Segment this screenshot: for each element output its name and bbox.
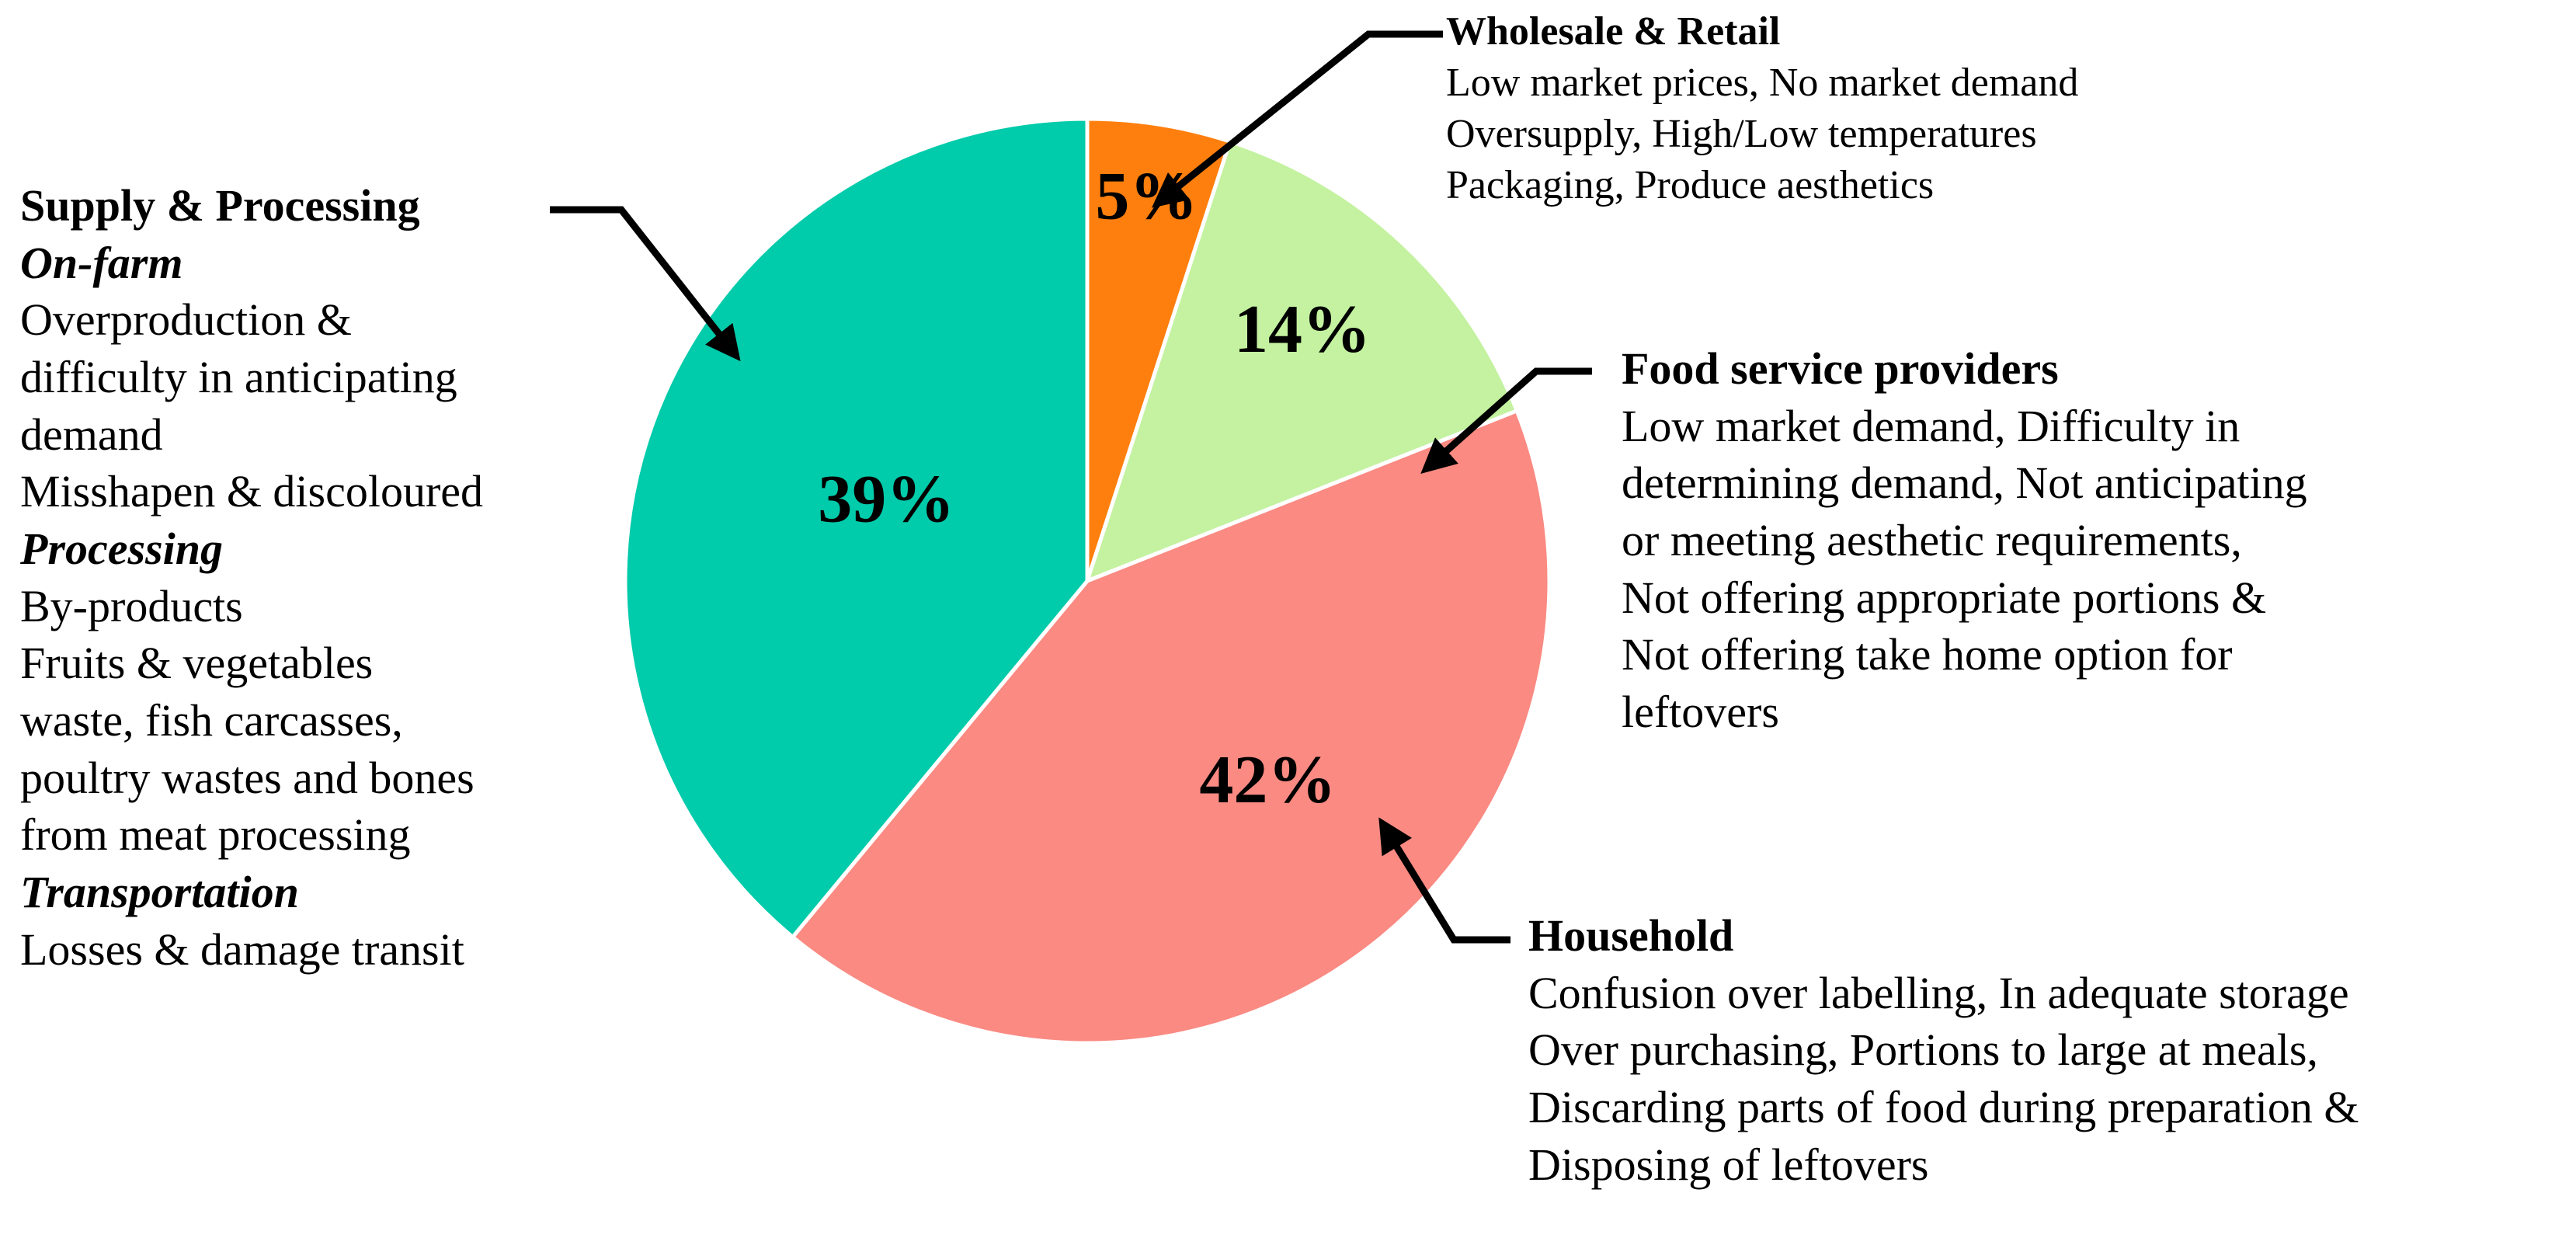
pie-slice-supply-processing: [623, 117, 1090, 940]
slice-value-label: 14%: [1234, 292, 1371, 367]
foodservice-line: Low market demand, Difficulty in: [1622, 400, 2241, 451]
food-service-annotation: Food service providers Low market demand…: [1622, 340, 2307, 741]
wholesale-line: Packaging, Produce aesthetics: [1446, 163, 1935, 208]
supply-subheading-transportation: Transportation: [20, 866, 299, 917]
wholesale-line: Oversupply, High/Low temperatures: [1446, 112, 2037, 157]
supply-line: waste, fish carcasses,: [20, 694, 403, 746]
supply-subheading-processing: Processing: [20, 523, 223, 574]
household-line: Confusion over labelling, In adequate st…: [1528, 967, 2349, 1018]
slice-value-label: 42%: [1199, 743, 1336, 818]
supply-line: By-products: [20, 580, 243, 631]
foodservice-line: leftovers: [1622, 686, 1779, 737]
arrow-supply: [550, 206, 741, 362]
supply-line: Fruits & vegetables: [20, 638, 374, 689]
household-heading: Household: [1528, 910, 1734, 961]
foodservice-line: Not offering take home option for: [1622, 629, 2233, 680]
slice-value-label: 5%: [1095, 158, 1198, 234]
household-line: Over purchasing, Portions to large at me…: [1528, 1024, 2318, 1076]
supply-line: poultry wastes and bones: [20, 752, 475, 803]
foodservice-line: Not offering appropriate portions &: [1622, 572, 2267, 623]
supply-line: from meat processing: [20, 809, 411, 861]
arrow-household: [1378, 817, 1510, 944]
household-line: Discarding parts of food during preparat…: [1528, 1081, 2359, 1132]
foodservice-line: determining demand, Not anticipating: [1622, 457, 2307, 509]
household-line: Disposing of leftovers: [1528, 1139, 1929, 1190]
supply-line: Misshapen & discoloured: [20, 466, 484, 517]
wholesale-line: Low market prices, No market demand: [1446, 61, 2079, 106]
pie-slice-food-service-providers: [1083, 138, 1520, 585]
supply-line: demand: [20, 409, 163, 460]
wholesale-retail-annotation: Wholesale & Retail Low market prices, No…: [1446, 6, 2078, 211]
pie-slice-household: [790, 408, 1552, 1045]
slice-value-label: 39%: [818, 461, 954, 537]
supply-line: Losses & damage transit: [20, 923, 464, 975]
supply-heading: Supply & Processing: [20, 180, 420, 231]
supply-line: Overproduction &: [20, 294, 352, 346]
supply-line: difficulty in anticipating: [20, 351, 457, 402]
foodservice-heading: Food service providers: [1622, 343, 2059, 394]
foodservice-line: or meeting aesthetic requirements,: [1622, 514, 2242, 565]
household-annotation: Household Confusion over labelling, In a…: [1528, 907, 2359, 1193]
wholesale-heading: Wholesale & Retail: [1446, 9, 1781, 54]
arrow-wholesale: [1151, 30, 1443, 208]
supply-subheading-on-farm: On-farm: [20, 237, 183, 288]
arrow-foodservice: [1420, 367, 1592, 474]
supply-processing-annotation: Supply & Processing On-farm Overproducti…: [20, 177, 483, 978]
